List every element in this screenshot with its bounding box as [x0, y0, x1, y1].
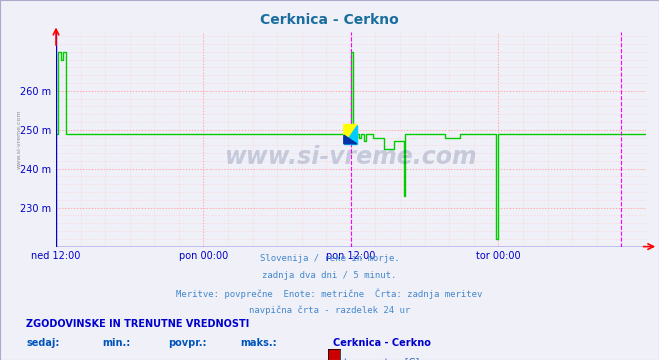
Text: povpr.:: povpr.:	[168, 338, 206, 348]
Text: Cerknica - Cerkno: Cerknica - Cerkno	[260, 13, 399, 27]
Text: -nan: -nan	[26, 358, 48, 360]
Text: -nan: -nan	[102, 358, 124, 360]
Text: -nan: -nan	[168, 358, 190, 360]
Text: temperatura[C]: temperatura[C]	[344, 358, 420, 360]
Text: maks.:: maks.:	[241, 338, 277, 348]
Text: -nan: -nan	[241, 358, 262, 360]
Text: min.:: min.:	[102, 338, 130, 348]
Text: www.si-vreme.com: www.si-vreme.com	[17, 110, 22, 169]
Text: sedaj:: sedaj:	[26, 338, 60, 348]
Text: Cerknica - Cerkno: Cerknica - Cerkno	[333, 338, 431, 348]
Text: www.si-vreme.com: www.si-vreme.com	[225, 145, 477, 168]
Text: navpična črta - razdelek 24 ur: navpična črta - razdelek 24 ur	[249, 306, 410, 315]
Text: ZGODOVINSKE IN TRENUTNE VREDNOSTI: ZGODOVINSKE IN TRENUTNE VREDNOSTI	[26, 319, 250, 329]
Polygon shape	[344, 125, 357, 144]
Polygon shape	[344, 135, 357, 144]
Text: zadnja dva dni / 5 minut.: zadnja dva dni / 5 minut.	[262, 271, 397, 280]
Polygon shape	[344, 125, 357, 144]
Text: Meritve: povprečne  Enote: metrične  Črta: zadnja meritev: Meritve: povprečne Enote: metrične Črta:…	[177, 288, 482, 299]
Text: Slovenija / reke in morje.: Slovenija / reke in morje.	[260, 254, 399, 263]
